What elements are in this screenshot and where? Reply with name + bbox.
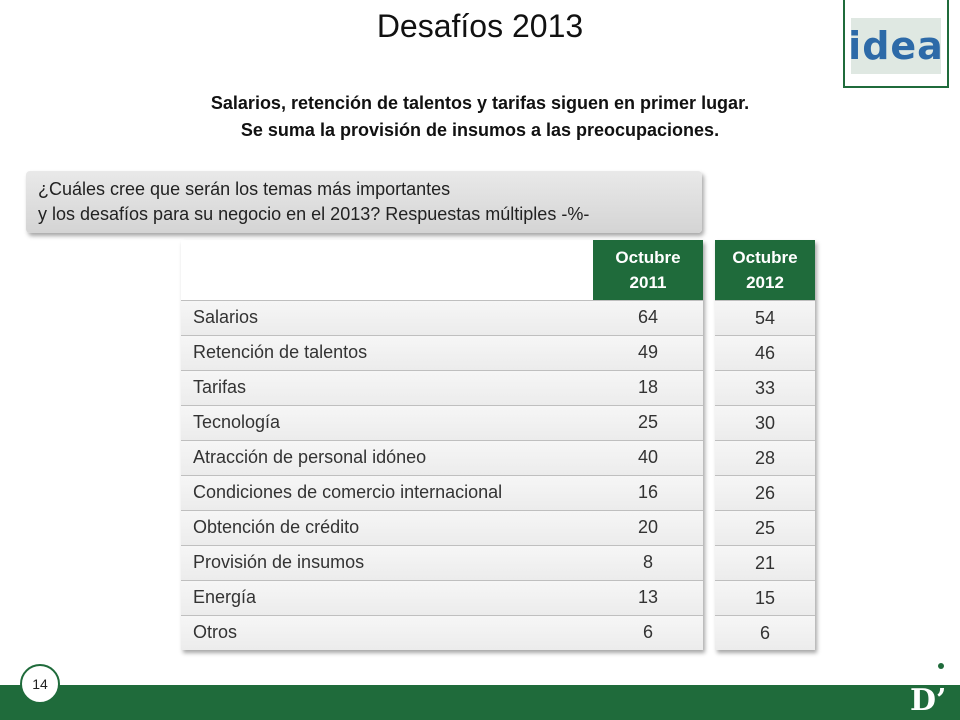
header-2012-month: Octubre xyxy=(732,248,798,267)
row-label: Tecnología xyxy=(193,412,281,432)
table-row: Condiciones de comercio internacional 16 xyxy=(181,475,703,510)
row-value-2011: 49 xyxy=(637,342,659,362)
question-box: ¿Cuáles cree que serán los temas más imp… xyxy=(26,171,702,233)
row-label: Condiciones de comercio internacional xyxy=(193,482,503,502)
logo-background: idea xyxy=(848,18,944,74)
row-value-2012: 54 xyxy=(715,300,815,335)
table-row: Atracción de personal idóneo 40 xyxy=(181,440,703,475)
row-label: Obtención de crédito xyxy=(193,517,360,537)
row-label: Atracción de personal idóneo xyxy=(193,447,427,467)
footer-bar xyxy=(0,685,960,720)
question-line-2: y los desafíos para su negocio en el 201… xyxy=(38,204,590,224)
header-2011-year: 2011 xyxy=(629,273,667,292)
subtitle-line-2: Se suma la provisión de insumos a las pr… xyxy=(240,120,720,140)
row-label: Retención de talentos xyxy=(193,342,368,362)
table-row: Retención de talentos 49 xyxy=(181,335,703,370)
table-header-row: Octubre 2011 xyxy=(181,240,703,300)
header-october-2011: Octubre 2011 xyxy=(593,240,703,300)
table-row: Obtención de crédito 20 xyxy=(181,510,703,545)
row-value-2012: 28 xyxy=(715,440,815,475)
row-label: Tarifas xyxy=(193,377,247,397)
slide-subtitle: Salarios, retención de talentos y tarifa… xyxy=(0,90,960,144)
row-label: Otros xyxy=(193,622,238,642)
row-value-2011: 16 xyxy=(637,482,659,502)
row-value-2012: 15 xyxy=(715,580,815,615)
table-row: Energía 13 xyxy=(181,580,703,615)
row-label: Energía xyxy=(193,587,257,607)
row-value-2011: 20 xyxy=(637,517,659,537)
row-value-2011: 13 xyxy=(637,587,659,607)
question-line-1: ¿Cuáles cree que serán los temas más imp… xyxy=(38,179,451,199)
row-value-2011: 64 xyxy=(637,307,659,327)
logo-text: idea xyxy=(848,24,944,68)
table-row: Tarifas 18 xyxy=(181,370,703,405)
table-october-2011: Octubre 2011 Salarios 64 Retención de tal… xyxy=(181,240,703,650)
row-value-2011: 18 xyxy=(637,377,659,397)
header-2011-month: Octubre xyxy=(615,248,681,267)
row-value-2011: 8 xyxy=(642,552,653,572)
row-value-2011: 6 xyxy=(642,622,653,642)
idea-logo: idea xyxy=(843,0,949,88)
row-value-2012: 33 xyxy=(715,370,815,405)
row-label: Provisión de insumos xyxy=(193,552,365,572)
row-value-2012: 46 xyxy=(715,335,815,370)
table-row: Provisión de insumos 8 xyxy=(181,545,703,580)
page-number: 14 xyxy=(20,664,60,704)
header-2012-year: 2012 xyxy=(746,273,784,292)
row-label: Salarios xyxy=(193,307,259,327)
row-value-2012: 30 xyxy=(715,405,815,440)
table-october-2012: Octubre 2012 54 46 33 30 28 26 25 21 15 … xyxy=(715,240,815,650)
table-row: Tecnología 25 xyxy=(181,405,703,440)
header-october-2012: Octubre 2012 xyxy=(715,240,815,300)
row-value-2012: 6 xyxy=(715,615,815,650)
row-value-2012: 25 xyxy=(715,510,815,545)
row-value-2012: 26 xyxy=(715,475,815,510)
table-row: Otros 6 xyxy=(181,615,703,650)
row-value-2011: 25 xyxy=(637,412,659,432)
subtitle-line-1: Salarios, retención de talentos y tarifa… xyxy=(210,93,750,113)
row-value-2011: 40 xyxy=(637,447,659,467)
row-value-2012: 21 xyxy=(715,545,815,580)
brand-mark: D’ xyxy=(910,683,947,718)
brand-dot-icon xyxy=(938,663,944,669)
table-row: Salarios 64 xyxy=(181,300,703,335)
slide-title: Desafíos 2013 xyxy=(376,8,584,44)
